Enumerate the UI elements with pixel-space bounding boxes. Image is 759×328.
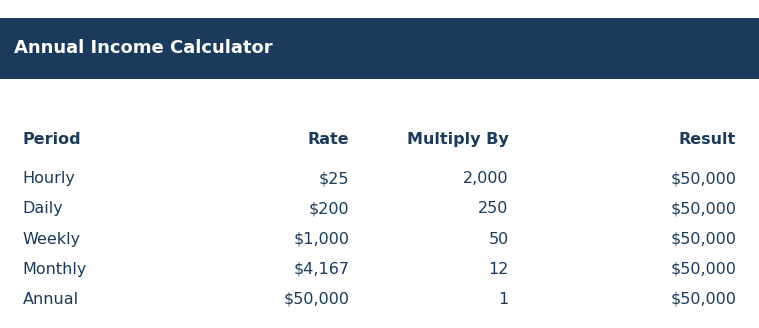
- Text: $1,000: $1,000: [293, 232, 349, 247]
- Text: $200: $200: [308, 201, 349, 216]
- Text: $50,000: $50,000: [670, 232, 736, 247]
- Text: $50,000: $50,000: [670, 292, 736, 307]
- Text: 50: 50: [488, 232, 509, 247]
- Text: $25: $25: [319, 171, 349, 186]
- Text: $50,000: $50,000: [670, 171, 736, 186]
- Text: Annual Income Calculator: Annual Income Calculator: [14, 39, 272, 57]
- Text: $50,000: $50,000: [670, 262, 736, 277]
- Text: Weekly: Weekly: [23, 232, 81, 247]
- Text: $50,000: $50,000: [283, 292, 349, 307]
- Text: Rate: Rate: [307, 132, 349, 147]
- Text: $4,167: $4,167: [293, 262, 349, 277]
- Text: 2,000: 2,000: [463, 171, 509, 186]
- Text: Period: Period: [23, 132, 81, 147]
- FancyBboxPatch shape: [0, 18, 759, 79]
- Text: Result: Result: [679, 132, 736, 147]
- Text: Hourly: Hourly: [23, 171, 76, 186]
- Text: $50,000: $50,000: [670, 201, 736, 216]
- Text: 1: 1: [498, 292, 509, 307]
- Text: Daily: Daily: [23, 201, 64, 216]
- Text: Monthly: Monthly: [23, 262, 87, 277]
- Text: Annual: Annual: [23, 292, 79, 307]
- Text: 12: 12: [488, 262, 509, 277]
- Text: 250: 250: [478, 201, 509, 216]
- Text: Multiply By: Multiply By: [407, 132, 509, 147]
